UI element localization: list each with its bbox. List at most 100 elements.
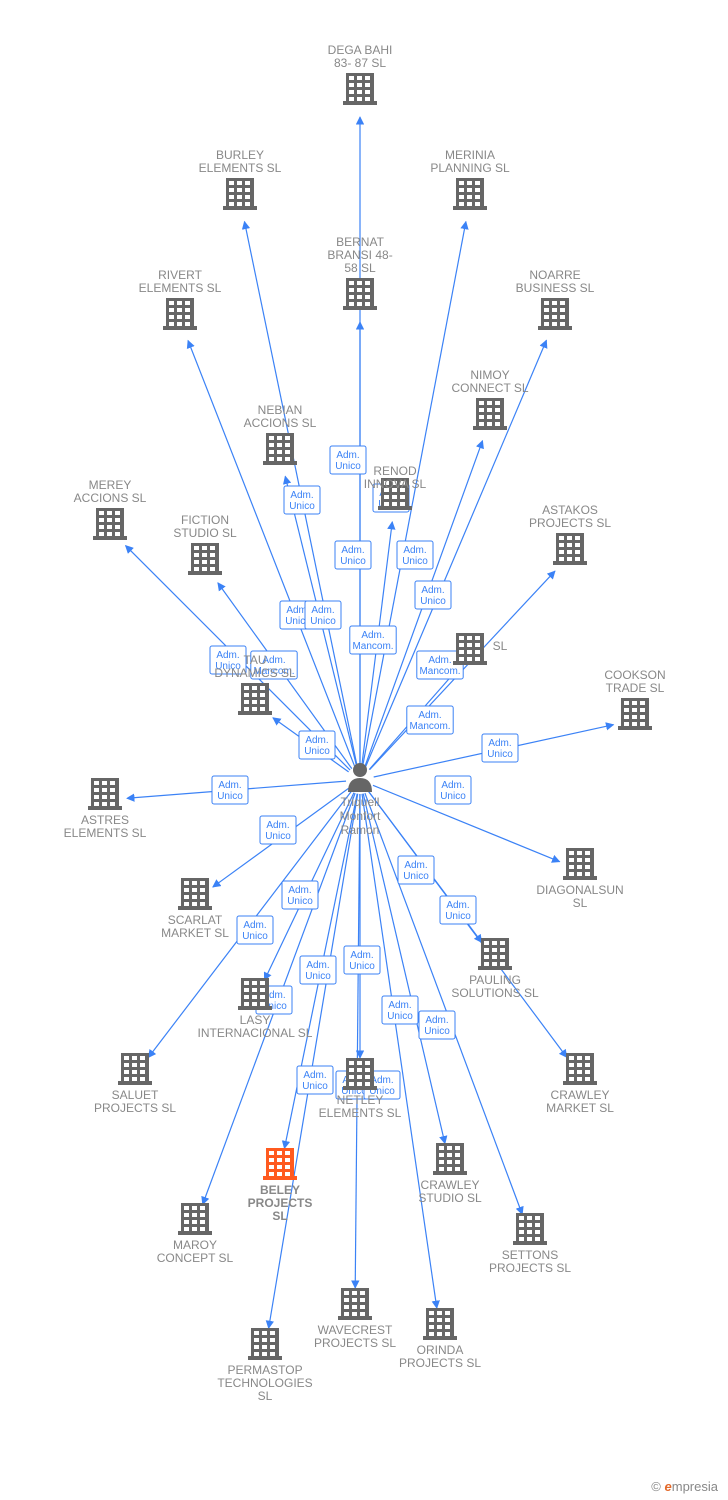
svg-text:WAVECREST: WAVECREST xyxy=(318,1323,393,1337)
svg-text:CRAWLEY: CRAWLEY xyxy=(551,1088,610,1102)
edge-label: Adm.Unico xyxy=(440,896,476,924)
center-person-node[interactable]: TriquellMonfortRamon xyxy=(340,763,381,837)
svg-text:83- 87 SL: 83- 87 SL xyxy=(334,56,386,70)
company-node[interactable]: ASTAKOSPROJECTS SL xyxy=(529,503,611,565)
company-node[interactable]: MAROYCONCEPT SL xyxy=(157,1203,234,1265)
company-node[interactable]: MERINIAPLANNING SL xyxy=(430,148,510,210)
company-node[interactable]: SETTONSPROJECTS SL xyxy=(489,1213,571,1275)
edge xyxy=(269,794,358,1328)
svg-text:DYNAMICS SL: DYNAMICS SL xyxy=(214,666,296,680)
svg-text:Unico: Unico xyxy=(387,1011,413,1022)
svg-text:TRADE SL: TRADE SL xyxy=(606,681,665,695)
svg-text:Unico: Unico xyxy=(305,971,331,982)
company-node[interactable]: DEGA BAHI83- 87 SL xyxy=(328,43,393,105)
company-node[interactable]: PERMASTOPTECHNOLOGIESSL xyxy=(217,1328,312,1403)
svg-text:Adm.: Adm. xyxy=(243,920,266,931)
svg-text:INNOVA SL: INNOVA SL xyxy=(364,477,427,491)
svg-text:Triquell: Triquell xyxy=(341,795,380,809)
network-diagram: Adm.UnicoAdm.UnicoAdm.UnicoAdm.UnicoAdm.… xyxy=(0,0,728,1500)
svg-text:BERNAT: BERNAT xyxy=(336,235,384,249)
svg-text:PERMASTOP: PERMASTOP xyxy=(227,1363,302,1377)
svg-text:MERINIA: MERINIA xyxy=(445,148,495,162)
edge-label: Adm.Unico xyxy=(398,856,434,884)
svg-text:Adm.: Adm. xyxy=(388,1000,411,1011)
edge-label: Adm.Unico xyxy=(260,816,296,844)
edge-label: Adm.Unico xyxy=(344,946,380,974)
svg-text:Adm.: Adm. xyxy=(311,605,334,616)
svg-text:ACCIONS SL: ACCIONS SL xyxy=(244,416,317,430)
svg-text:Adm.: Adm. xyxy=(403,545,426,556)
svg-text:Ramon: Ramon xyxy=(341,823,380,837)
svg-text:Unico: Unico xyxy=(335,461,361,472)
svg-text:ASTRES: ASTRES xyxy=(81,813,129,827)
svg-text:MAROY: MAROY xyxy=(173,1238,217,1252)
company-node[interactable]: SALUETPROJECTS SL xyxy=(94,1053,176,1115)
svg-text:SALUET: SALUET xyxy=(112,1088,159,1102)
svg-text:ACCIONS SL: ACCIONS SL xyxy=(74,491,147,505)
company-node[interactable]: NIMOYCONNECT SL xyxy=(451,368,528,430)
svg-text:Adm.: Adm. xyxy=(361,630,384,641)
svg-text:Unico: Unico xyxy=(287,896,313,907)
company-node[interactable]: MEREYACCIONS SL xyxy=(74,478,147,540)
company-node[interactable]: PAULINGSOLUTIONS SL xyxy=(451,938,539,1000)
svg-text:Unico: Unico xyxy=(440,791,466,802)
company-node[interactable]: WAVECRESTPROJECTS SL xyxy=(314,1288,396,1350)
svg-text:STUDIO SL: STUDIO SL xyxy=(418,1191,482,1205)
edge-label: Adm.Unico xyxy=(284,486,320,514)
svg-text:Adm.: Adm. xyxy=(288,885,311,896)
company-node[interactable]: BERNATBRANSI 48-58 SL xyxy=(327,235,392,310)
company-node[interactable]: SCARLATMARKET SL xyxy=(161,878,229,940)
svg-text:MARKET SL: MARKET SL xyxy=(161,926,229,940)
company-node[interactable]: ASTRESELEMENTS SL xyxy=(64,778,147,840)
company-node[interactable]: BURLEYELEMENTS SL xyxy=(199,148,282,210)
svg-text:CONCEPT SL: CONCEPT SL xyxy=(157,1251,234,1265)
svg-text:Adm.: Adm. xyxy=(336,450,359,461)
svg-text:INTERNACIONAL SL: INTERNACIONAL SL xyxy=(198,1026,313,1040)
company-node[interactable]: CRAWLEYMARKET SL xyxy=(546,1053,614,1115)
svg-text:SL: SL xyxy=(272,1209,287,1223)
edge-label: Adm.Unico xyxy=(330,446,366,474)
copyright-symbol: © xyxy=(651,1479,661,1494)
svg-text:Adm.: Adm. xyxy=(341,545,364,556)
svg-text:ELEMENTS SL: ELEMENTS SL xyxy=(319,1106,402,1120)
svg-text:NEBIAN: NEBIAN xyxy=(258,403,303,417)
svg-text:ELEMENTS SL: ELEMENTS SL xyxy=(64,826,147,840)
company-node[interactable]: ORINDAPROJECTS SL xyxy=(399,1308,481,1370)
svg-text:Unico: Unico xyxy=(420,596,446,607)
company-node[interactable]: RIVERTELEMENTS SL xyxy=(139,268,222,330)
company-node[interactable]: CRAWLEYSTUDIO SL xyxy=(418,1143,482,1205)
svg-text:Adm.: Adm. xyxy=(425,1015,448,1026)
company-node[interactable]: FICTIONSTUDIO SL xyxy=(173,513,237,575)
svg-text:Unico: Unico xyxy=(289,501,315,512)
svg-text:PROJECTS SL: PROJECTS SL xyxy=(529,516,611,530)
svg-text:PROJECTS SL: PROJECTS SL xyxy=(399,1356,481,1370)
svg-text:ASTAKOS: ASTAKOS xyxy=(542,503,598,517)
svg-text:Adm.: Adm. xyxy=(446,900,469,911)
svg-text:Unico: Unico xyxy=(340,556,366,567)
company-node[interactable]: SL xyxy=(453,633,508,665)
svg-text:Unico: Unico xyxy=(217,791,243,802)
svg-text:DEGA BAHI: DEGA BAHI xyxy=(328,43,393,57)
svg-text:SL: SL xyxy=(258,1389,273,1403)
copyright: © empresia xyxy=(651,1479,718,1494)
company-node[interactable]: NEBIANACCIONS SL xyxy=(244,403,317,465)
edge-label: Adm.Mancom. xyxy=(350,626,396,654)
svg-text:Unico: Unico xyxy=(349,961,375,972)
svg-text:Adm.: Adm. xyxy=(404,860,427,871)
company-node[interactable]: COOKSONTRADE SL xyxy=(604,668,665,730)
company-node[interactable]: LASYINTERNACIONAL SL xyxy=(198,978,313,1040)
svg-text:Unico: Unico xyxy=(424,1026,450,1037)
svg-text:COOKSON: COOKSON xyxy=(604,668,665,682)
svg-text:Adm.: Adm. xyxy=(418,710,441,721)
edge-label: Adm.Unico xyxy=(419,1011,455,1039)
svg-text:TECHNOLOGIES: TECHNOLOGIES xyxy=(217,1376,312,1390)
company-node[interactable]: BELEYPROJECTSSL xyxy=(248,1148,313,1223)
company-node[interactable]: NOARREBUSINESS SL xyxy=(516,268,595,330)
svg-text:PROJECTS SL: PROJECTS SL xyxy=(314,1336,396,1350)
svg-text:Adm.: Adm. xyxy=(305,735,328,746)
edge-label: Adm.Unico xyxy=(237,916,273,944)
svg-text:BUSINESS SL: BUSINESS SL xyxy=(516,281,595,295)
svg-text:Adm.: Adm. xyxy=(290,490,313,501)
svg-text:Adm.: Adm. xyxy=(216,650,239,661)
svg-text:TAU: TAU xyxy=(243,653,266,667)
